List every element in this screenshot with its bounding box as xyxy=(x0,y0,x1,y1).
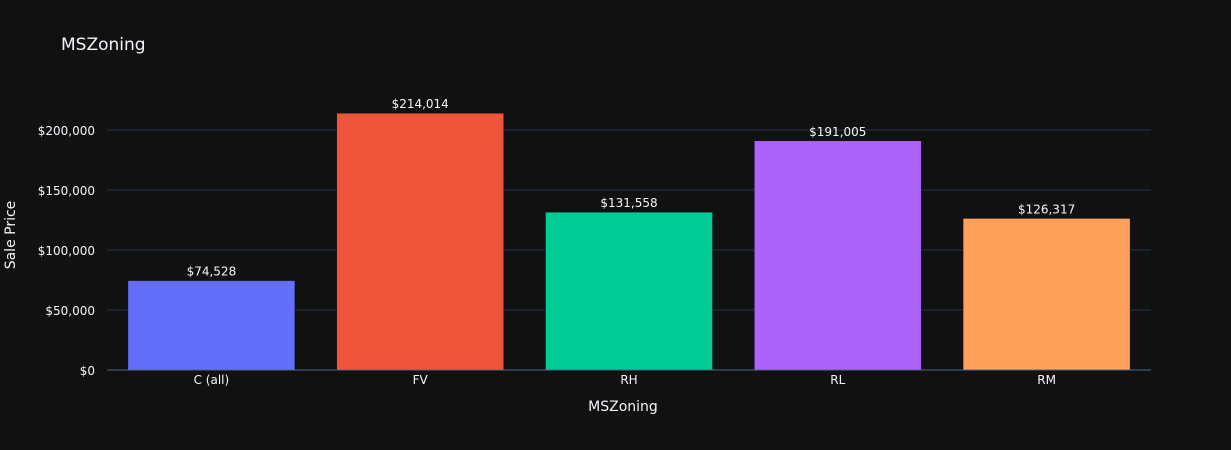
x-tick-label: FV xyxy=(413,373,429,387)
y-axis-title: Sale Price xyxy=(3,201,19,270)
bar xyxy=(754,140,922,371)
bar xyxy=(545,211,713,371)
bar xyxy=(127,280,296,371)
chart-title: MSZoning xyxy=(61,35,146,55)
y-axis-ticks: $0 $50,000 $100,000 $150,000 $200,000 xyxy=(38,124,95,378)
y-tick-label: $150,000 xyxy=(38,184,95,198)
x-axis-title: MSZoning xyxy=(588,399,658,415)
bar-value-label: $74,528 xyxy=(187,265,237,279)
bars xyxy=(127,112,1131,371)
x-axis-ticks: C (all) FV RH RL RM xyxy=(194,373,1056,387)
bar-value-label: $126,317 xyxy=(1018,202,1075,216)
x-tick-label: RH xyxy=(620,373,637,387)
y-tick-label: $0 xyxy=(80,364,95,378)
data-labels: $74,528 $214,014 $131,558 $191,005 $126,317 xyxy=(187,97,1076,278)
x-tick-label: C (all) xyxy=(194,373,230,387)
bar xyxy=(962,218,1131,371)
x-tick-label: RM xyxy=(1037,373,1056,387)
bar-value-label: $214,014 xyxy=(392,97,449,111)
bar-value-label: $191,005 xyxy=(809,125,866,139)
bar xyxy=(336,112,504,371)
y-tick-label: $50,000 xyxy=(45,304,95,318)
y-tick-label: $100,000 xyxy=(38,244,95,258)
x-tick-label: RL xyxy=(830,373,845,387)
bar-value-label: $131,558 xyxy=(600,196,657,210)
y-tick-label: $200,000 xyxy=(38,124,95,138)
